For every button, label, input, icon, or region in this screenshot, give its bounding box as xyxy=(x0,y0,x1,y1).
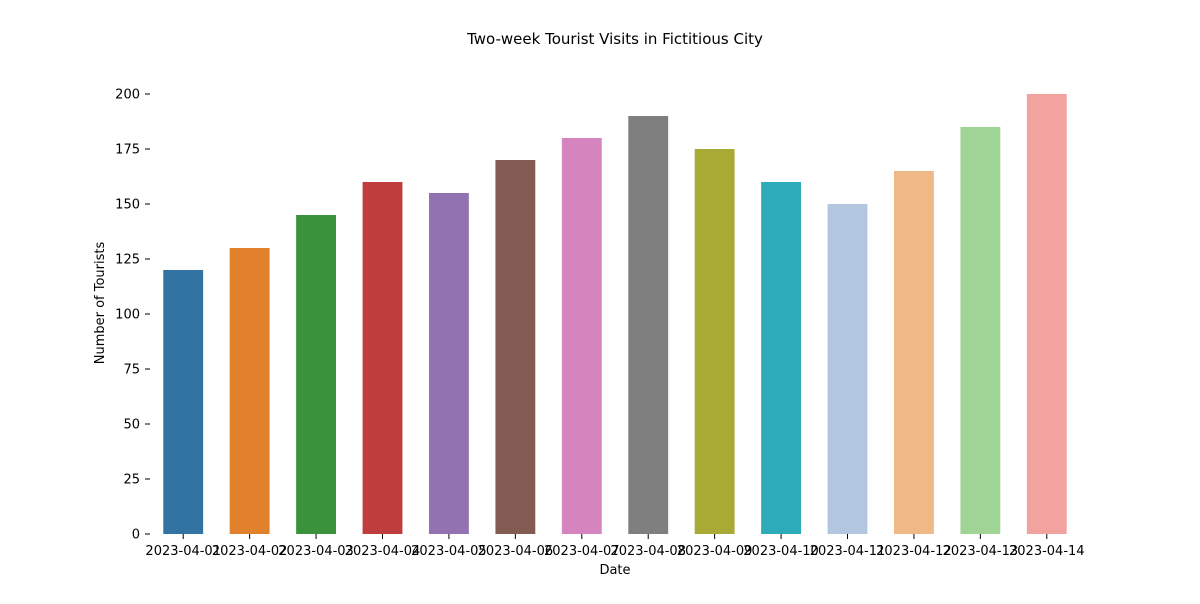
x-tick-label: 2023-04-12 xyxy=(876,544,952,559)
x-tick-label: 2023-04-04 xyxy=(345,544,421,559)
x-tick-label: 2023-04-13 xyxy=(943,544,1019,559)
bar xyxy=(894,171,934,534)
x-tick-label: 2023-04-11 xyxy=(810,544,886,559)
bar xyxy=(761,182,801,534)
bar xyxy=(362,182,403,534)
y-axis-label: Number of Tourists xyxy=(93,242,108,365)
chart-title: Two-week Tourist Visits in Fictitious Ci… xyxy=(466,30,763,48)
y-tick-label: 175 xyxy=(115,143,140,158)
bar xyxy=(229,248,270,534)
bar xyxy=(561,138,602,534)
bar xyxy=(429,193,469,534)
y-tick-label: 75 xyxy=(123,363,140,378)
y-tick-label: 125 xyxy=(115,253,140,268)
bar xyxy=(628,116,669,534)
bar xyxy=(495,160,536,534)
x-axis-label: Date xyxy=(599,563,630,578)
x-tick-label: 2023-04-07 xyxy=(544,544,620,559)
x-tick-label: 2023-04-08 xyxy=(610,544,686,559)
x-tick-label: 2023-04-03 xyxy=(278,544,354,559)
y-tick-label: 150 xyxy=(115,198,140,213)
y-tick-label: 0 xyxy=(132,528,140,543)
y-tick-label: 25 xyxy=(123,473,140,488)
bar xyxy=(960,127,1001,534)
x-tick-label: 2023-04-06 xyxy=(478,544,554,559)
x-tick-label: 2023-04-14 xyxy=(1009,544,1085,559)
x-tick-label: 2023-04-01 xyxy=(145,544,221,559)
y-tick-label: 200 xyxy=(115,88,140,103)
bar xyxy=(163,270,204,534)
bar xyxy=(827,204,868,534)
x-tick-label: 2023-04-09 xyxy=(677,544,753,559)
y-tick-label: 50 xyxy=(123,418,140,433)
bars-group xyxy=(163,94,1067,534)
x-tick-label: 2023-04-02 xyxy=(212,544,288,559)
x-tick-label: 2023-04-10 xyxy=(743,544,819,559)
bar xyxy=(296,215,336,534)
y-axis: 0 25 50 75 100 125 150 175 200 xyxy=(115,88,150,543)
y-tick-label: 100 xyxy=(115,308,140,323)
x-tick-label: 2023-04-05 xyxy=(411,544,487,559)
bar xyxy=(1026,94,1067,534)
x-axis: 2023-04-012023-04-022023-04-032023-04-04… xyxy=(145,534,1085,559)
bar xyxy=(694,149,735,534)
